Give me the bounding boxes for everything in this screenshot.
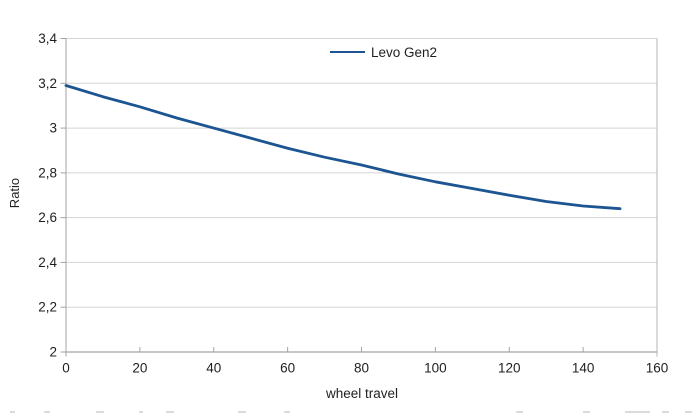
y-tick-label: 3,4: [38, 31, 57, 46]
x-tick-label: 80: [354, 361, 369, 376]
bottom-edge-artifact: [10, 411, 15, 413]
x-axis-title: wheel travel: [325, 386, 399, 401]
legend-series-label: Levo Gen2: [371, 44, 438, 60]
x-tick-label: 120: [498, 361, 521, 376]
bottom-edge-artifact: [662, 411, 669, 413]
bottom-edge-artifact: [583, 411, 590, 413]
legend: Levo Gen2: [330, 44, 438, 60]
y-tick-label: 2,2: [38, 300, 57, 315]
y-axis-title: Ratio: [7, 177, 22, 209]
x-tick-label: 160: [646, 361, 669, 376]
legend-line-swatch: [330, 51, 365, 53]
bottom-edge-artifact: [625, 411, 650, 413]
x-tick-label: 60: [280, 361, 295, 376]
x-tick-label: 20: [132, 361, 147, 376]
x-tick-label: 40: [206, 361, 221, 376]
bottom-edge-artifact: [516, 411, 523, 413]
y-tick-label: 3,2: [38, 76, 57, 91]
x-tick-label: 100: [424, 361, 447, 376]
bottom-edge-artifact: [139, 411, 143, 413]
y-tick-label: 2,8: [38, 165, 57, 180]
y-tick-label: 2,6: [38, 210, 57, 225]
bottom-edge-artifact: [96, 411, 104, 413]
bottom-edge-artifact: [284, 411, 290, 413]
x-tick-label: 140: [572, 361, 595, 376]
bottom-edge-artifact: [685, 411, 692, 413]
x-tick-label: 0: [62, 361, 70, 376]
bottom-edge-artifact: [44, 411, 50, 413]
series-line-levo-gen2: [64, 84, 622, 211]
bottom-edge-artifact: [238, 411, 246, 413]
y-tick-label: 2: [49, 345, 57, 360]
bottom-edge-artifact: [166, 411, 174, 413]
y-tick-label: 3: [49, 121, 57, 136]
y-tick-label: 2,4: [38, 255, 57, 270]
